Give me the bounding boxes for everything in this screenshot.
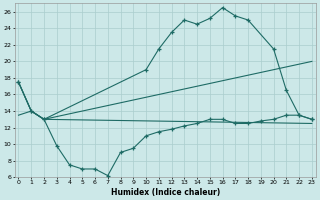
- X-axis label: Humidex (Indice chaleur): Humidex (Indice chaleur): [110, 188, 220, 197]
